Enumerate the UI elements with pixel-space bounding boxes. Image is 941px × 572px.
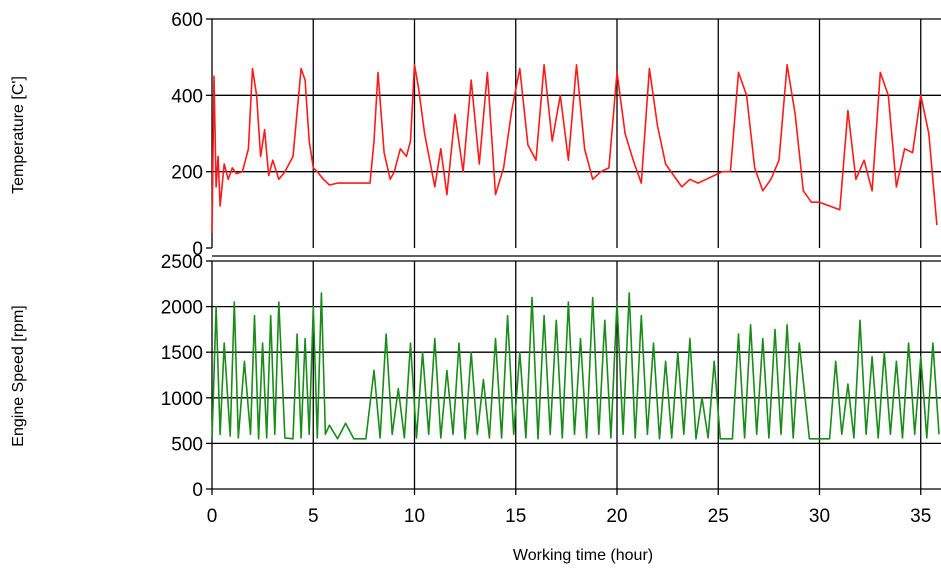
y-tick-label: 500 <box>171 434 203 455</box>
x-tick-label: 0 <box>207 506 218 527</box>
y-tick-label: 200 <box>171 163 203 184</box>
temperature-axis-title: Temperature [C'] <box>10 76 27 194</box>
y-tick-label: 2500 <box>161 252 203 273</box>
data-series-line <box>211 292 940 440</box>
data-series-line <box>211 64 938 233</box>
y-tick-label: 2000 <box>161 298 203 319</box>
temperature-panel: 0 200 400 600 <box>171 10 941 260</box>
x-tick-label: 15 <box>505 506 526 527</box>
y-tick-label: 400 <box>171 86 203 107</box>
y-tick-label: 0 <box>192 480 203 501</box>
y-tick-label: 1500 <box>161 343 203 364</box>
x-tick-label: 25 <box>708 506 729 527</box>
y-tick-label: 1000 <box>161 389 203 410</box>
x-tick-label: 20 <box>606 506 627 527</box>
x-tick-label: 35 <box>910 506 931 527</box>
x-tick-label: 30 <box>809 506 830 527</box>
y-tick-label: 0 <box>192 239 203 260</box>
y-tick-label: 600 <box>171 10 203 31</box>
x-tick-label: 5 <box>308 506 319 527</box>
engine-speed-axis-title: Engine Speed [rpm] <box>10 305 27 446</box>
x-axis-title: Working time (hour) <box>513 547 653 564</box>
engine-speed-panel: 0 500 1000 1500 2000 2500 0 5 10 15 20 25 30 35 <box>161 252 941 527</box>
x-tick-label: 10 <box>404 506 425 527</box>
